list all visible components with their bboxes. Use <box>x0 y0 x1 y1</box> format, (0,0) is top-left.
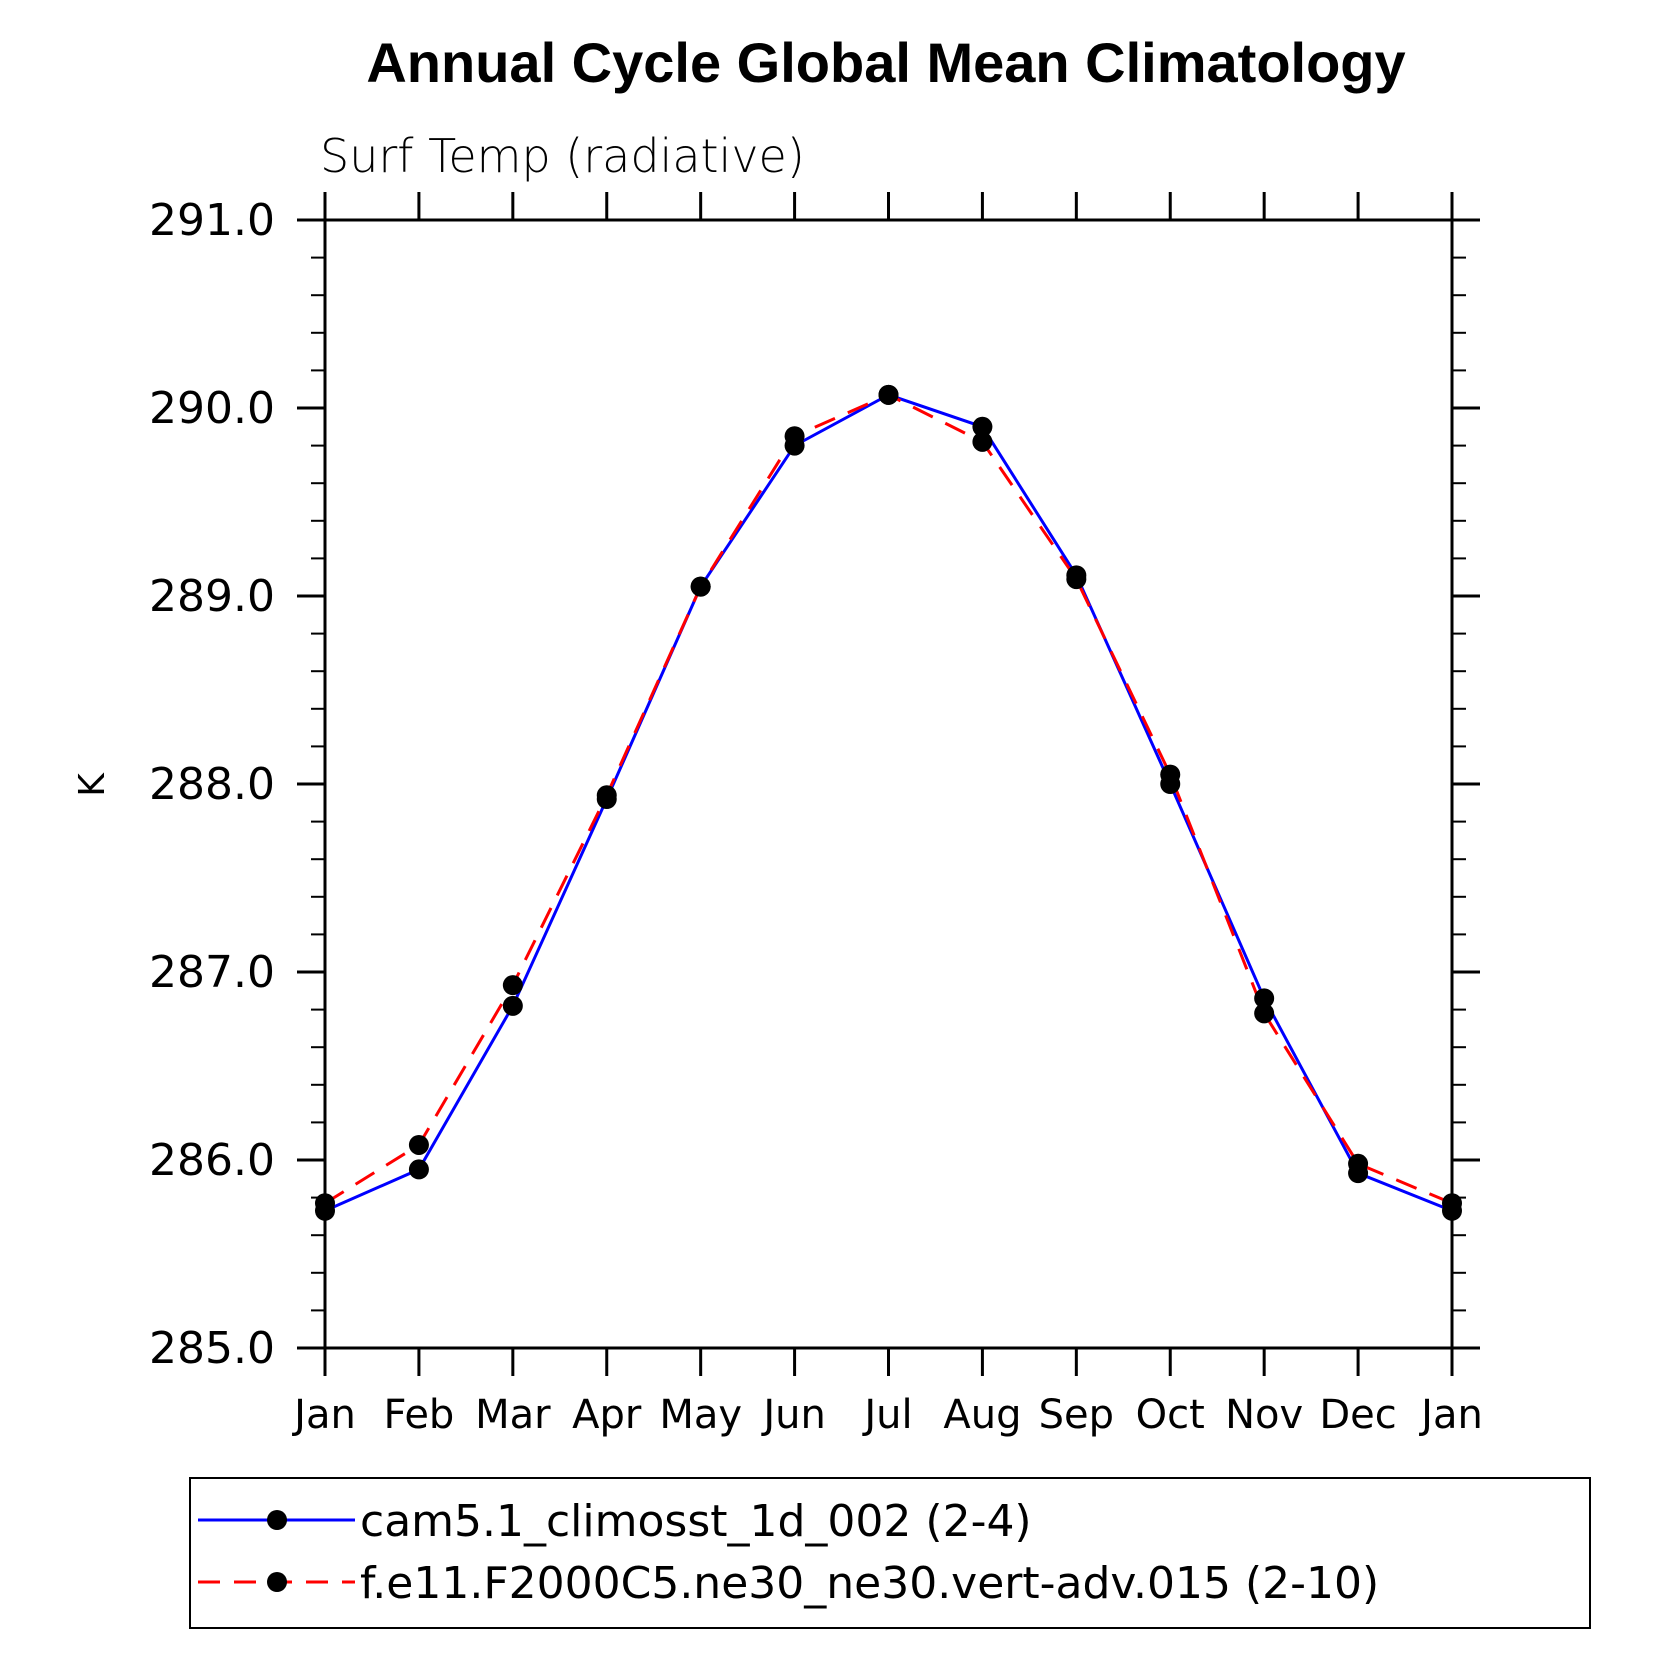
data-point-series-2 <box>1066 569 1087 590</box>
y-tick-label: 287.0 <box>149 947 275 998</box>
data-point-series-1 <box>1254 988 1275 1009</box>
data-point-series-2 <box>1160 764 1181 785</box>
chart-subtitle: Surf Temp (radiative) <box>320 129 805 183</box>
axis-ticks <box>297 192 1480 1376</box>
y-tick-label: 288.0 <box>149 759 275 810</box>
y-tick-labels: 285.0 286.0 287.0 288.0 289.0 290.0 291.0 <box>149 195 275 1374</box>
data-point-series-2 <box>408 1134 429 1155</box>
x-tick-label: May <box>659 1392 742 1438</box>
chart-title: Annual Cycle Global Mean Climatology <box>366 31 1405 94</box>
series-lines <box>324 393 1453 1213</box>
series-line-2 <box>324 393 1453 1205</box>
x-tick-labels: Jan Feb Mar Apr May Jun Jul Aug Sep Oct Nov Dec Jan <box>291 1392 1483 1438</box>
x-tick-label: Aug <box>943 1392 1021 1438</box>
x-tick-label: Dec <box>1319 1392 1396 1438</box>
data-point-series-2 <box>972 431 993 452</box>
series-line-1 <box>324 393 1453 1213</box>
data-point-series-1 <box>502 995 523 1016</box>
data-point-series-2 <box>690 576 711 597</box>
data-point-series-2 <box>502 975 523 996</box>
y-tick-label: 285.0 <box>149 1323 275 1374</box>
data-point-series-2 <box>878 384 899 405</box>
series-markers <box>315 384 1462 1221</box>
y-axis-label: K <box>72 772 113 797</box>
y-tick-label: 290.0 <box>149 383 275 434</box>
x-tick-label: Apr <box>572 1392 642 1438</box>
y-tick-label: 286.0 <box>149 1135 275 1186</box>
x-tick-label: Jun <box>760 1392 826 1438</box>
x-tick-label: Sep <box>1039 1392 1114 1438</box>
y-tick-label: 289.0 <box>149 571 275 622</box>
legend-entries: cam5.1_climosst_1d_002 (2-4) f.e11.F2000C… <box>198 1496 1379 1609</box>
x-tick-label: Nov <box>1225 1392 1303 1438</box>
x-tick-label: Feb <box>384 1392 455 1438</box>
legend-marker-1 <box>267 1510 287 1530</box>
data-point-series-1 <box>408 1159 429 1180</box>
x-tick-label: Jan <box>1418 1392 1483 1438</box>
data-point-series-2 <box>596 785 617 806</box>
y-tick-label: 291.0 <box>149 195 275 246</box>
x-tick-label: Jul <box>861 1392 912 1438</box>
x-tick-label: Oct <box>1136 1392 1205 1438</box>
data-point-series-1 <box>972 416 993 437</box>
data-point-series-2 <box>784 426 805 447</box>
x-tick-label: Jan <box>291 1392 356 1438</box>
legend-marker-2 <box>267 1572 287 1592</box>
legend-label-1: cam5.1_climosst_1d_002 (2-4) <box>360 1496 1032 1547</box>
x-tick-label: Mar <box>475 1392 551 1438</box>
data-point-series-2 <box>1254 1003 1275 1024</box>
plot-frame <box>323 218 1454 1350</box>
legend-box <box>189 1477 1591 1629</box>
legend-label-2: f.e11.F2000C5.ne30_ne30.vert-adv.015 (2-… <box>360 1558 1379 1609</box>
data-point-series-2 <box>1348 1153 1369 1174</box>
legend: cam5.1_climosst_1d_002 (2-4) f.e11.F2000C… <box>189 1477 1591 1629</box>
